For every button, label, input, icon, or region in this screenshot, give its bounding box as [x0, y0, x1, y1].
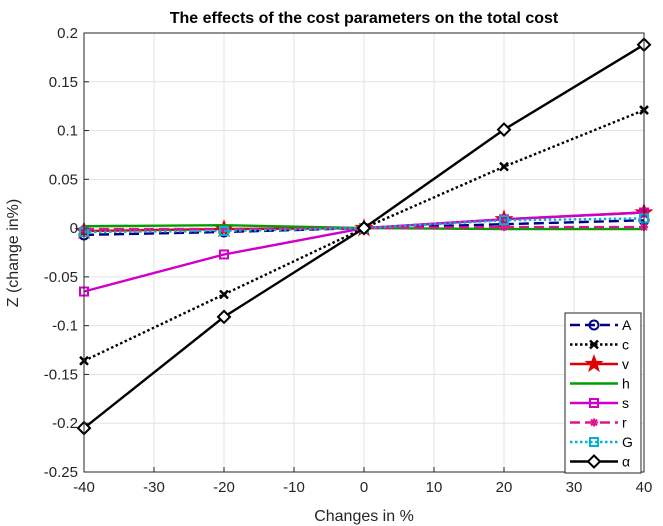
- x-tick-label: 10: [426, 479, 443, 496]
- legend-label: G: [622, 434, 633, 450]
- y-tick-label: -0.05: [44, 269, 78, 286]
- legend-item-r: r: [570, 415, 627, 431]
- legend-label: v: [622, 356, 629, 372]
- legend-item-v: v: [570, 354, 629, 373]
- series-point: [590, 418, 598, 427]
- legend-item-A: A: [570, 317, 632, 333]
- series-point: [589, 437, 599, 447]
- x-tick-label: -30: [143, 479, 165, 496]
- x-tick-label: 30: [566, 479, 583, 496]
- grid: [83, 32, 645, 473]
- legend-label: s: [622, 395, 629, 411]
- series-line: [83, 219, 645, 237]
- series-point: [220, 225, 228, 234]
- series-point: [219, 249, 229, 260]
- x-axis-title: Changes in %: [314, 508, 414, 525]
- y-tick-label: 0.1: [57, 123, 78, 140]
- series-point: [589, 339, 599, 350]
- y-tick-label: 0.05: [49, 171, 78, 188]
- chart-title: The effects of the cost parameters on th…: [170, 10, 559, 27]
- series-point: [356, 220, 372, 236]
- series-point: [500, 223, 508, 232]
- legend-item-s: s: [570, 395, 629, 411]
- series-point: [499, 215, 509, 226]
- x-tick-label: 0: [360, 479, 368, 496]
- x-tick-label: 20: [496, 479, 513, 496]
- series-point: [496, 122, 512, 137]
- y-tick-label: -0.2: [52, 415, 78, 432]
- x-tick-label: -40: [73, 479, 95, 496]
- y-tick-label: -0.1: [52, 318, 78, 335]
- legend-label: r: [622, 415, 627, 431]
- y-tick-label: -0.25: [44, 464, 78, 481]
- legend-box: [564, 312, 642, 474]
- legend-item-G: G: [570, 434, 633, 450]
- series-point: [588, 319, 600, 331]
- ticks: -40 -30 -20 -10 0 10 20 30 40 -0.25 -0.2 -0.15 -0.1 -…: [44, 25, 653, 496]
- legend-label: A: [622, 317, 632, 333]
- legend-item-h: h: [570, 376, 630, 392]
- y-tick-label: 0.2: [57, 25, 78, 42]
- x-tick-label: -20: [213, 479, 235, 496]
- series-point: [499, 161, 509, 172]
- legend-label: c: [622, 337, 629, 353]
- x-tick-label: -10: [283, 479, 305, 496]
- y-tick-label: 0: [70, 220, 78, 237]
- series-point: [586, 454, 602, 469]
- y-tick-label: 0.15: [49, 74, 78, 91]
- legend-label: h: [622, 376, 630, 392]
- series-point: [219, 226, 229, 237]
- series-point: [216, 309, 232, 325]
- legend-item-c: c: [570, 337, 629, 353]
- y-tick-label: -0.15: [44, 366, 78, 383]
- series-point: [219, 289, 229, 300]
- legend-item-α: α: [570, 454, 630, 470]
- y-axis-title: Z (change in%): [5, 199, 22, 308]
- series-point: [584, 354, 604, 373]
- legend-label: α: [622, 454, 630, 470]
- x-tick-label: 40: [636, 479, 653, 496]
- series-layer: [74, 37, 654, 436]
- series-line: [84, 225, 644, 231]
- series-point: [589, 398, 599, 408]
